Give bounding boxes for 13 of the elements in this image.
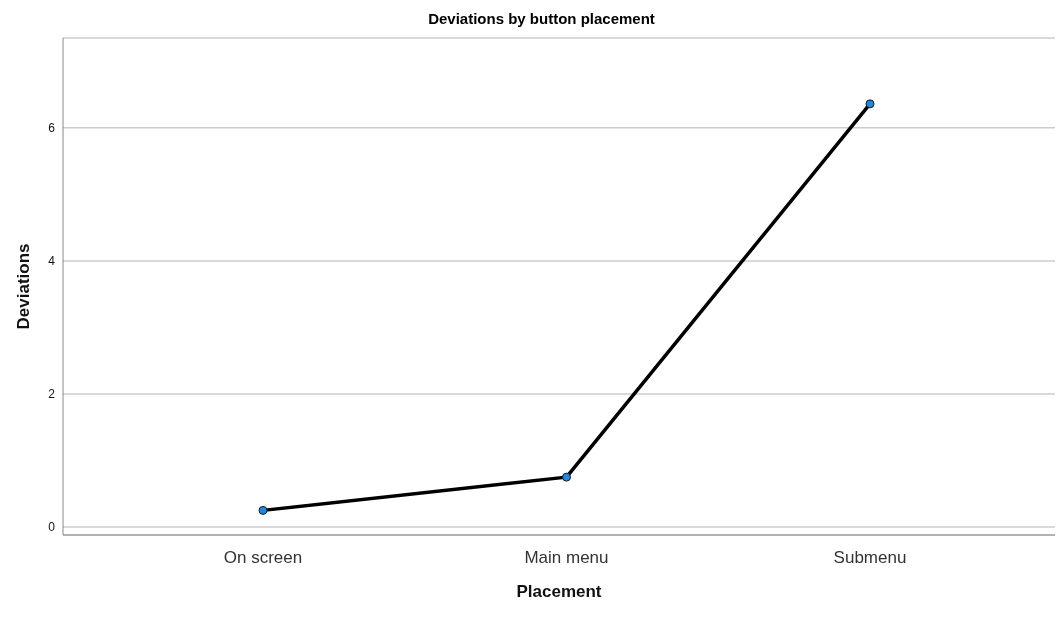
y-tick-label: 4 xyxy=(48,254,56,269)
point xyxy=(562,472,571,482)
y-axis-title: Deviations xyxy=(14,243,34,330)
y-tick-label: 2 xyxy=(48,387,56,402)
x-tick-label: On screen xyxy=(223,548,303,568)
y-tick-label: 6 xyxy=(48,121,56,136)
point xyxy=(258,505,268,515)
chart-title: Deviations by button placement xyxy=(427,9,656,29)
x-axis-title: Placement xyxy=(516,582,602,601)
y-tick-label: 0 xyxy=(48,520,56,535)
x-tick-label: Submenu xyxy=(833,548,907,568)
point xyxy=(865,99,875,109)
x-tick-label: Main menu xyxy=(524,548,609,568)
